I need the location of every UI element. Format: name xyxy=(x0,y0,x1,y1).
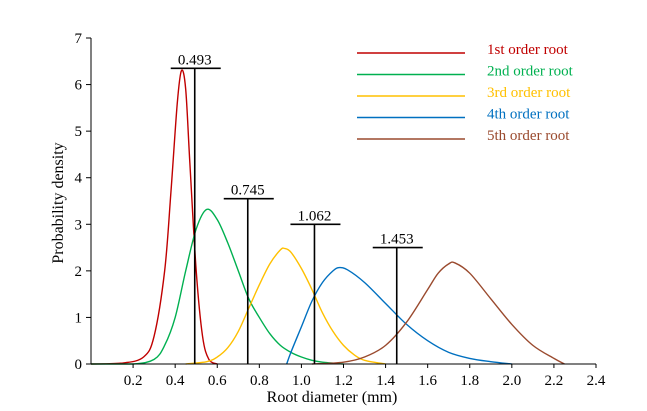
x-axis-label: Root diameter (mm) xyxy=(267,389,398,406)
y-axis-label: Probability density xyxy=(50,142,67,263)
x-tick-label-2: 0.4 xyxy=(166,373,185,389)
x-tick-label-7: 1.4 xyxy=(376,373,395,389)
y-tick-label-1: 0 xyxy=(75,357,83,373)
x-tick-label-10: 2.0 xyxy=(502,373,521,389)
y-tick-label-4: 3 xyxy=(75,217,83,233)
marker-label-2: 0.745 xyxy=(231,183,265,199)
x-tick-label-9: 1.8 xyxy=(460,373,479,389)
series-curve-3 xyxy=(185,247,386,365)
legend-label-1: 1st order root xyxy=(487,42,569,58)
y-tick-label-8: 7 xyxy=(75,31,83,47)
legend-label-2: 2nd order root xyxy=(487,64,574,80)
marker-label-3: 1.062 xyxy=(298,208,332,224)
x-tick-label-12: 2.4 xyxy=(587,373,606,389)
y-tick-label-5: 4 xyxy=(75,171,83,187)
legend-label-3: 3rd order root xyxy=(487,85,571,101)
x-tick-label-4: 0.8 xyxy=(250,373,269,389)
series-curve-2 xyxy=(91,208,344,365)
series-curve-5 xyxy=(311,261,565,365)
curves-group xyxy=(90,69,565,365)
legend-label-5: 5th order root xyxy=(487,128,570,144)
marker-label-1: 0.493 xyxy=(178,52,212,68)
y-tick-label-6: 5 xyxy=(75,124,83,140)
marker-label-4: 1.453 xyxy=(380,232,414,248)
x-tick-label-3: 0.6 xyxy=(208,373,227,389)
x-tick-label-1: 0.2 xyxy=(124,373,143,389)
x-tick-label-11: 2.2 xyxy=(545,373,564,389)
y-tick-label-3: 2 xyxy=(75,264,83,280)
series-curve-4 xyxy=(286,266,512,365)
y-tick-label-2: 1 xyxy=(75,310,83,326)
markers-group: 0.493 0.745 1.062 1.453 xyxy=(170,52,423,364)
series-curve-1 xyxy=(90,69,218,365)
x-tick-label-5: 1.0 xyxy=(292,373,311,389)
legend: 1st order root 2nd order root 3rd order ro… xyxy=(357,42,574,144)
axes-group: 0.2 0.4 0.6 0.8 1.0 1.2 1.4 1.6 1.8 2.0 2.2 2.4 0 1 2 3… xyxy=(75,31,606,389)
x-tick-label-6: 1.2 xyxy=(334,373,353,389)
legend-label-4: 4th order root xyxy=(487,107,570,123)
x-tick-label-8: 1.6 xyxy=(418,373,437,389)
y-tick-label-7: 6 xyxy=(75,78,83,94)
